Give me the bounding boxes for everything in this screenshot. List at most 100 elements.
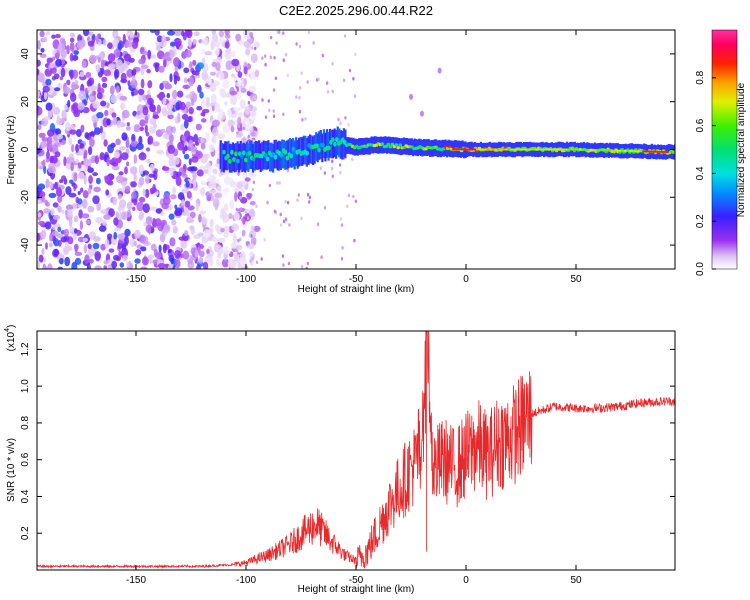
- spectrogram-ytick-label: 20: [20, 96, 31, 108]
- heatmap-cell: [94, 251, 101, 261]
- heatmap-cell: [156, 35, 163, 43]
- heatmap-cell: [211, 237, 218, 242]
- heatmap-cell: [230, 241, 237, 249]
- heatmap-cell: [331, 174, 334, 178]
- heatmap-cell: [169, 171, 174, 177]
- heatmap-cell: [76, 40, 84, 50]
- heatmap-cell: [102, 38, 107, 46]
- heatmap-cell: [121, 132, 128, 141]
- heatmap-cell: [560, 148, 564, 151]
- heatmap-cell: [57, 226, 62, 232]
- heatmap-cell: [282, 58, 285, 62]
- heatmap-cell: [134, 258, 141, 264]
- heatmap-cell: [78, 90, 86, 101]
- heatmap-cell: [141, 64, 149, 70]
- heatmap-cell: [181, 211, 188, 216]
- heatmap-cell: [214, 102, 221, 113]
- heatmap-cell: [67, 208, 73, 218]
- heatmap-cell: [185, 49, 192, 58]
- heatmap-cell: [208, 189, 217, 194]
- heatmap-cell: [42, 159, 46, 168]
- heatmap-cell: [536, 148, 540, 151]
- heatmap-cell: [92, 242, 100, 250]
- heatmap-cell: [254, 56, 258, 61]
- heatmap-cell: [79, 187, 84, 193]
- heatmap-cell: [665, 150, 670, 153]
- heatmap-cell: [253, 225, 261, 232]
- heatmap-cell: [544, 148, 548, 151]
- heatmap-cell: [199, 91, 204, 99]
- heatmap-cell: [187, 205, 195, 211]
- heatmap-cell: [69, 41, 75, 52]
- heatmap-cell: [69, 37, 75, 43]
- heatmap-cell: [93, 127, 101, 135]
- heatmap-cell: [323, 205, 327, 210]
- heatmap-cell: [160, 211, 165, 216]
- heatmap-cell: [105, 189, 110, 196]
- heatmap-cell: [189, 211, 196, 219]
- heatmap-cell: [73, 243, 79, 250]
- heatmap-cell: [84, 132, 89, 139]
- heatmap-cell: [382, 136, 385, 154]
- heatmap-cell: [658, 150, 662, 153]
- colorbar-tick-label: 0.2: [695, 214, 706, 228]
- heatmap-cell: [348, 68, 352, 73]
- heatmap-cell: [194, 70, 200, 76]
- heatmap-cell: [597, 149, 601, 152]
- heatmap-cell: [103, 214, 111, 220]
- spectrogram-ytick-label: -40: [20, 237, 31, 252]
- heatmap-cell: [46, 139, 52, 150]
- heatmap-cell: [209, 82, 217, 92]
- heatmap-cell: [183, 77, 188, 84]
- heatmap-cell: [242, 126, 246, 131]
- heatmap-cell: [156, 44, 161, 52]
- snr-background: [37, 331, 675, 570]
- heatmap-cell: [61, 109, 67, 119]
- heatmap-cell: [173, 30, 182, 37]
- heatmap-cell: [129, 32, 134, 39]
- heatmap-cell: [172, 186, 177, 195]
- heatmap-cell: [644, 150, 649, 153]
- heatmap-cell: [196, 169, 204, 177]
- heatmap-cell: [340, 223, 344, 227]
- heatmap-cell: [88, 258, 94, 264]
- heatmap-cell: [222, 79, 230, 89]
- heatmap-cell: [203, 229, 211, 238]
- heatmap-cell: [211, 105, 215, 112]
- heatmap-cell: [207, 166, 212, 177]
- heatmap-cell: [149, 163, 155, 172]
- heatmap-cell: [61, 175, 67, 181]
- heatmap-cell: [284, 52, 288, 57]
- heatmap-cell: [106, 233, 113, 239]
- heatmap-cell: [172, 225, 178, 234]
- heatmap-cell: [219, 140, 222, 169]
- heatmap-cell: [126, 122, 130, 127]
- heatmap-cell: [478, 148, 482, 151]
- heatmap-cell: [613, 149, 617, 152]
- heatmap-cell: [69, 129, 77, 135]
- heatmap-cell: [45, 178, 50, 189]
- heatmap-cell: [49, 233, 53, 242]
- heatmap-cell: [386, 142, 391, 146]
- heatmap-cell: [37, 124, 42, 130]
- heatmap-cell: [623, 149, 627, 152]
- heatmap-cell: [320, 255, 323, 259]
- heatmap-cell: [211, 33, 218, 42]
- heatmap-cell: [79, 71, 85, 78]
- heatmap-cell: [599, 149, 604, 152]
- heatmap-cell: [112, 117, 118, 126]
- heatmap-cell: [111, 260, 118, 269]
- heatmap-cell: [312, 136, 315, 166]
- heatmap-cell: [236, 251, 240, 255]
- heatmap-cell: [228, 212, 233, 220]
- spectrogram-panel: -150 -100 -50 0 50 -40 -20 0 20 40 Height of stra…: [6, 29, 676, 295]
- heatmap-cell: [53, 238, 60, 247]
- heatmap-cell: [115, 211, 120, 220]
- heatmap-cell: [159, 82, 164, 91]
- heatmap-cell: [167, 144, 176, 154]
- heatmap-cell: [75, 143, 80, 153]
- heatmap-cell: [47, 109, 53, 118]
- heatmap-cell: [73, 184, 78, 189]
- heatmap-cell: [136, 142, 144, 150]
- heatmap-cell: [133, 198, 138, 206]
